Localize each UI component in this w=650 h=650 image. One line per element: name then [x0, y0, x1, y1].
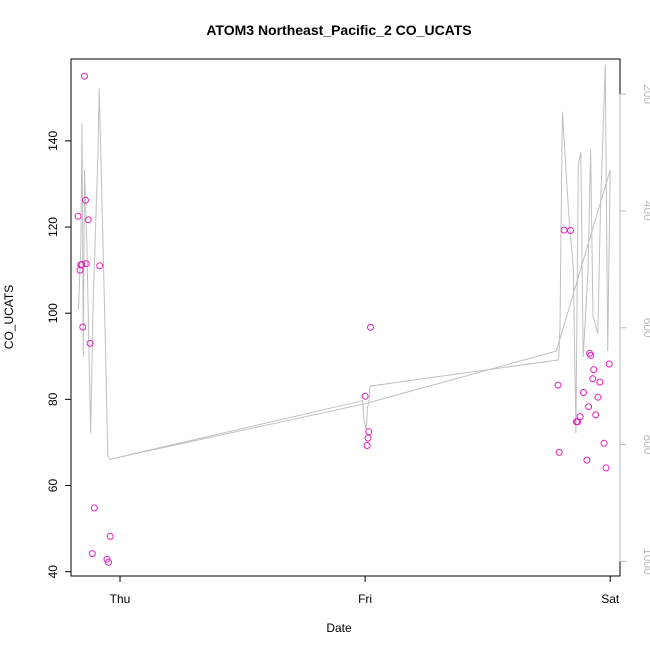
data-point — [594, 393, 602, 401]
data-point — [555, 448, 563, 456]
data-point — [600, 439, 608, 447]
data-point — [96, 262, 104, 270]
y2-tick-label: 400 — [641, 201, 650, 221]
data-point — [82, 196, 89, 204]
y-axis-label: CO_UCATS — [2, 285, 16, 349]
y-tick-label: 80 — [46, 392, 60, 406]
y2-tick-label: 200 — [641, 84, 650, 104]
data-point — [81, 72, 88, 80]
data-point — [589, 375, 597, 383]
x-tick-label: Thu — [110, 592, 131, 606]
data-point — [88, 550, 96, 558]
data-point — [74, 212, 82, 220]
data-point — [365, 428, 373, 436]
chart-title: ATOM3 Northeast_Pacific_2 CO_UCATS — [206, 22, 471, 38]
data-point — [592, 411, 600, 419]
data-point — [90, 504, 98, 512]
data-point — [585, 403, 593, 411]
x-axis: Thu Fri Sat — [110, 575, 620, 606]
data-point — [590, 366, 598, 374]
y-tick-label: 120 — [46, 217, 60, 237]
y-axis-right: 200 400 600 800 1000 — [619, 84, 650, 575]
y-tick-label: 100 — [46, 303, 60, 323]
data-points — [74, 72, 613, 566]
data-point — [363, 442, 371, 449]
data-point — [602, 464, 610, 472]
data-point — [560, 226, 568, 234]
data-point — [576, 413, 584, 421]
pressure-line — [77, 64, 611, 460]
data-point — [554, 381, 562, 389]
x-tick-label: Fri — [358, 592, 372, 606]
x-tick-label: Sat — [601, 592, 620, 606]
data-point — [82, 260, 90, 268]
data-point — [364, 434, 372, 442]
data-point — [580, 389, 587, 396]
y-axis-left: 40 60 80 100 120 140 — [46, 131, 72, 579]
data-point — [567, 227, 574, 234]
data-point — [367, 323, 374, 331]
pressure-trace — [77, 64, 611, 460]
plot-area — [70, 58, 621, 577]
data-point — [596, 378, 604, 386]
y2-tick-label: 600 — [641, 318, 650, 338]
data-point — [361, 392, 369, 400]
data-point — [79, 323, 87, 331]
y-tick-label: 60 — [46, 479, 60, 493]
data-point — [587, 351, 595, 359]
data-point — [78, 261, 86, 268]
data-point — [106, 532, 114, 540]
x-axis-label: Date — [326, 621, 352, 635]
data-point — [583, 456, 591, 464]
data-point — [84, 216, 92, 224]
data-point — [605, 360, 613, 368]
y2-tick-label: 1000 — [641, 548, 650, 575]
y2-tick-label: 800 — [641, 435, 650, 455]
data-point — [86, 339, 94, 347]
data-point — [105, 558, 112, 566]
y-tick-label: 40 — [46, 565, 60, 579]
y-tick-label: 140 — [46, 131, 60, 151]
